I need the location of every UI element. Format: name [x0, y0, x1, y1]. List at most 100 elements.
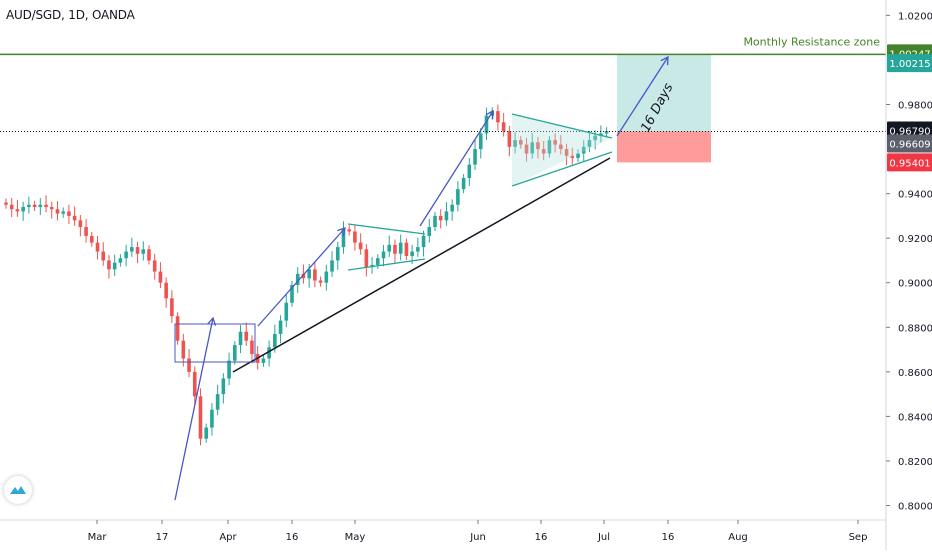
- candle-body: [347, 229, 351, 232]
- candle-body: [141, 249, 146, 254]
- candle-body: [124, 251, 128, 259]
- candle-body: [4, 202, 8, 205]
- candle-body: [61, 211, 65, 214]
- candle-body: [318, 280, 323, 283]
- candle-body: [84, 227, 88, 236]
- candle-body: [410, 251, 414, 256]
- chart-title: AUD/SGD, 1D, OANDA: [6, 8, 135, 22]
- projection-arrow[interactable]: [174, 317, 214, 501]
- pennant-lower-line[interactable]: [347, 258, 426, 271]
- candle-body: [307, 269, 311, 279]
- candle-body: [90, 235, 94, 243]
- x-tick-label: Mar: [88, 532, 108, 543]
- candle-body: [541, 149, 546, 154]
- candle-body: [21, 206, 25, 212]
- price-label-box[interactable]: [887, 134, 932, 153]
- candle-body: [278, 320, 283, 334]
- candles-layer: [4, 104, 609, 446]
- candle-body: [581, 146, 586, 154]
- candle-body: [187, 358, 191, 372]
- candle-body: [175, 316, 180, 341]
- candle-body: [335, 247, 340, 261]
- candle-body: [358, 242, 363, 250]
- price-label-text: 0.96609: [889, 139, 930, 150]
- triangle-lower-line[interactable]: [511, 151, 613, 187]
- candle-body: [147, 249, 151, 261]
- candle-body: [295, 273, 300, 285]
- projection-arrowhead: [660, 55, 669, 66]
- projection-arrow[interactable]: [419, 110, 494, 227]
- candle-body: [244, 331, 249, 341]
- candle-body: [604, 131, 609, 134]
- candle-body: [547, 140, 552, 154]
- candle-body: [95, 242, 100, 252]
- candle-body: [273, 333, 277, 348]
- projection-arrowhead: [207, 316, 217, 326]
- candle-body: [233, 345, 237, 361]
- candle-body: [473, 149, 477, 165]
- price-label-text: 0.96790: [889, 126, 930, 137]
- triangle-upper-line[interactable]: [511, 113, 613, 139]
- trendline[interactable]: [232, 157, 611, 373]
- candle-body: [433, 215, 437, 228]
- candle-body: [444, 211, 449, 221]
- candle-body: [261, 358, 266, 363]
- candle-body: [599, 133, 603, 136]
- candle-body: [130, 247, 134, 252]
- price-label-text: 0.95401: [889, 158, 930, 169]
- candle-body: [101, 251, 106, 261]
- candle-body: [553, 140, 557, 145]
- candle-body: [290, 284, 294, 303]
- candle-body: [456, 189, 460, 205]
- candle-body: [204, 427, 208, 439]
- candle-body: [215, 394, 220, 410]
- projection-arrowhead: [337, 227, 346, 237]
- x-tick-label: Jun: [469, 532, 486, 543]
- candle-body: [27, 204, 31, 207]
- flag-box[interactable]: [174, 323, 256, 363]
- candle-body: [519, 140, 523, 145]
- pennant-upper-line[interactable]: [347, 223, 426, 235]
- candle-body: [587, 140, 592, 147]
- loss-zone[interactable]: [617, 131, 711, 163]
- candle-body: [330, 260, 334, 272]
- price-label-box[interactable]: [887, 153, 932, 172]
- candle-body: [576, 153, 580, 158]
- candle-body: [438, 215, 443, 221]
- candle-body: [593, 135, 597, 141]
- logo-icon: [10, 486, 26, 494]
- tradingview-logo[interactable]: [4, 476, 32, 504]
- candle-body: [250, 340, 254, 355]
- x-tick-label: Sep: [849, 532, 868, 543]
- candle-body: [284, 302, 289, 321]
- projection-arrow[interactable]: [257, 227, 346, 327]
- candle-body: [164, 282, 168, 299]
- x-tick-label: 16: [286, 532, 299, 543]
- projection-arrowhead: [485, 109, 494, 120]
- candle-body: [398, 242, 403, 254]
- candle-body: [427, 227, 432, 236]
- profit-zone[interactable]: [617, 54, 711, 132]
- candle-body: [501, 122, 506, 132]
- candle-body: [461, 178, 466, 190]
- candle-body: [181, 340, 186, 359]
- projection-arrow[interactable]: [616, 56, 669, 137]
- candle-body: [192, 371, 197, 397]
- candle-body: [107, 260, 111, 270]
- candle-body: [524, 144, 529, 154]
- candle-body: [376, 258, 380, 265]
- candle-body: [198, 396, 203, 439]
- price-label-box[interactable]: [887, 54, 932, 73]
- candle-body: [421, 235, 426, 248]
